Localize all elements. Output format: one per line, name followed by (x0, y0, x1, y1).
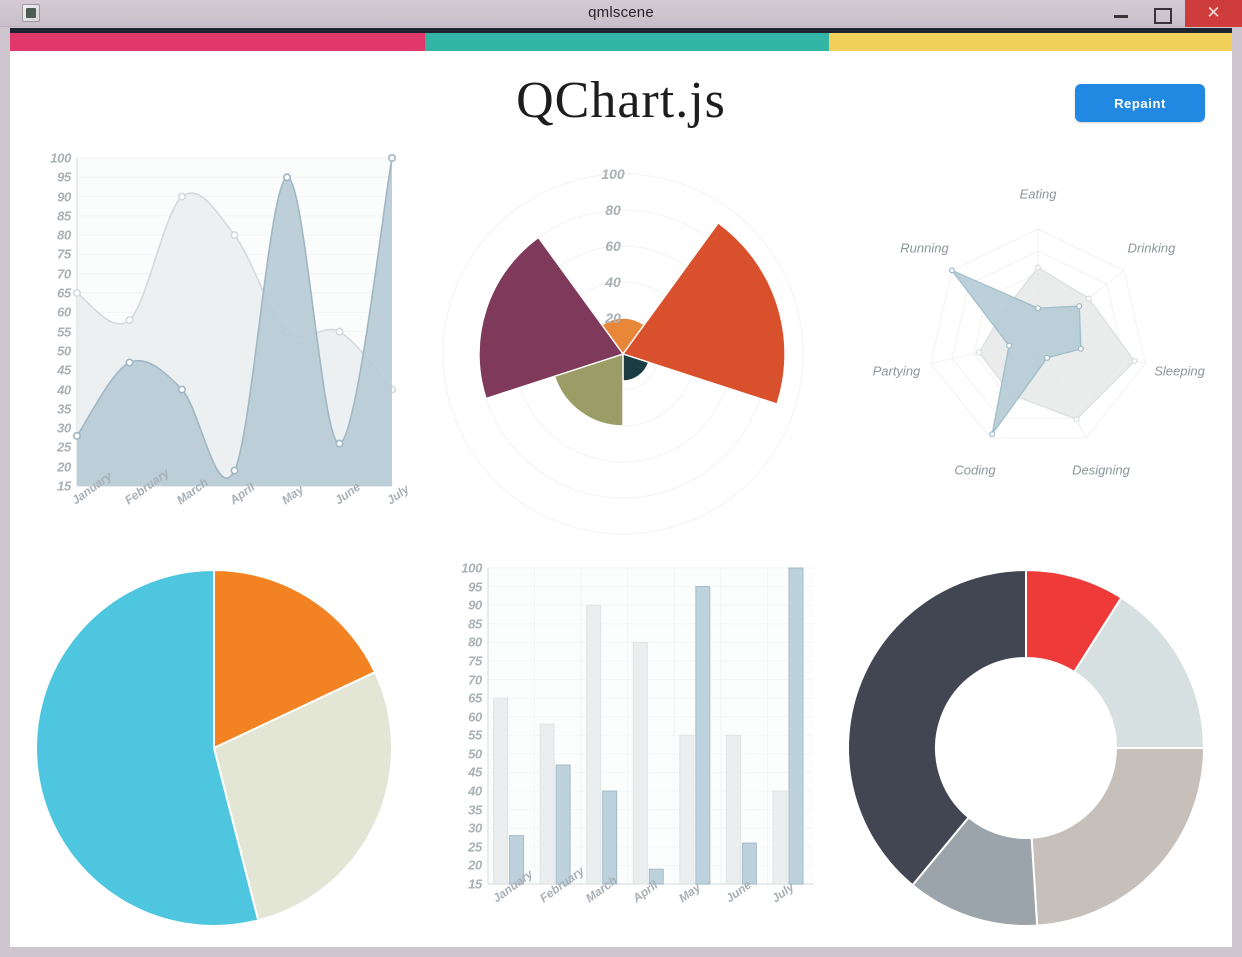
y-axis-tick: 35 (468, 802, 482, 818)
color-stripe (10, 33, 1232, 51)
y-axis-tick: 70 (468, 672, 482, 688)
window-title: qmlscene (588, 4, 654, 21)
y-axis-tick: 40 (57, 382, 71, 398)
y-axis-tick: 100 (50, 150, 71, 166)
y-axis-tick: 20 (468, 857, 482, 873)
polar-area-chart[interactable]: 100 80 60 40 20 (425, 136, 825, 546)
y-axis-tick: 90 (57, 189, 71, 205)
stripe-segment-3 (828, 33, 1232, 51)
y-axis-tick: 60 (468, 709, 482, 725)
radial-axis-tick: 60 (605, 238, 621, 254)
y-axis-tick: 25 (468, 839, 482, 855)
y-axis-tick: 25 (57, 439, 71, 455)
radar-chart[interactable]: Eating Drinking Sleeping Designing Coding Par… (842, 181, 1232, 511)
radial-axis-tick: 100 (601, 166, 625, 182)
y-axis-tick: 85 (57, 208, 71, 224)
y-axis-tick: 80 (468, 634, 482, 650)
y-axis-tick: 35 (57, 401, 71, 417)
line-area-chart[interactable]: 100 95 90 85 80 75 70 65 60 55 50 45 40 35 30 25 20 15 Jan… (32, 146, 411, 546)
minimize-button[interactable] (1103, 0, 1139, 27)
chart-graphic (72, 154, 396, 487)
y-axis-tick: 95 (468, 579, 482, 595)
y-axis-tick: 30 (57, 420, 71, 436)
y-axis-tick: 55 (57, 324, 71, 340)
chart-graphic (442, 173, 804, 535)
y-axis-tick: 100 (461, 560, 482, 576)
y-axis-tick: 60 (57, 304, 71, 320)
radar-axis-label: Sleeping (1154, 363, 1205, 379)
y-axis-tick: 50 (468, 746, 482, 762)
y-axis-tick: 45 (57, 362, 71, 378)
y-axis-tick: 90 (468, 597, 482, 613)
y-axis-tick: 70 (57, 266, 71, 282)
title-bar: qmlscene ✕ (0, 0, 1242, 27)
radar-axis-label: Coding (954, 462, 996, 478)
y-axis-tick: 20 (57, 459, 71, 475)
y-axis-tick: 50 (57, 343, 71, 359)
app-icon (22, 4, 40, 22)
y-axis-tick: 75 (57, 246, 71, 262)
y-axis-tick: 80 (57, 227, 71, 243)
page-title: QChart.js (516, 72, 726, 129)
chart-graphic (487, 567, 814, 885)
pie-chart[interactable] (24, 556, 414, 941)
radar-axis-label: Designing (1072, 462, 1130, 478)
doughnut-chart[interactable] (830, 556, 1230, 946)
radar-axis-label: Eating (1019, 186, 1057, 202)
y-axis-tick: 45 (468, 764, 482, 780)
chart-graphic (930, 228, 1146, 439)
close-icon: ✕ (1206, 3, 1221, 22)
close-button[interactable]: ✕ (1185, 0, 1242, 27)
stripe-segment-1 (10, 33, 426, 51)
maximize-button[interactable] (1143, 0, 1179, 27)
y-axis-tick: 65 (468, 690, 482, 706)
y-axis-tick: 55 (468, 727, 482, 743)
repaint-button[interactable]: Repaint (1075, 84, 1205, 122)
y-axis-tick: 75 (468, 653, 482, 669)
y-axis-tick: 85 (468, 616, 482, 632)
y-axis-tick: 65 (57, 285, 71, 301)
y-axis-tick: 15 (57, 478, 71, 494)
y-axis-tick: 15 (468, 876, 482, 892)
radial-axis-tick: 80 (605, 202, 621, 218)
y-axis-tick: 40 (468, 783, 482, 799)
chart-canvas: QChart.js Repaint 100 95 90 85 80 75 70 65 60 55 5… (10, 51, 1232, 947)
stripe-segment-2 (425, 33, 829, 51)
y-axis-tick: 30 (468, 820, 482, 836)
y-axis-tick: 95 (57, 169, 71, 185)
radial-axis-tick: 20 (605, 310, 621, 326)
radar-axis-label: Partying (872, 363, 921, 379)
radial-axis-tick: 40 (605, 274, 621, 290)
radar-axis-label: Drinking (1127, 240, 1176, 256)
bar-chart[interactable]: 100 95 90 85 80 75 70 65 60 55 50 45 40 35 30 25 20 15 Jan… (440, 556, 820, 946)
chart-graphic (847, 568, 1206, 927)
radar-axis-label: Running (900, 240, 949, 256)
chart-graphic (35, 568, 393, 927)
dark-accent-band (10, 28, 1232, 36)
